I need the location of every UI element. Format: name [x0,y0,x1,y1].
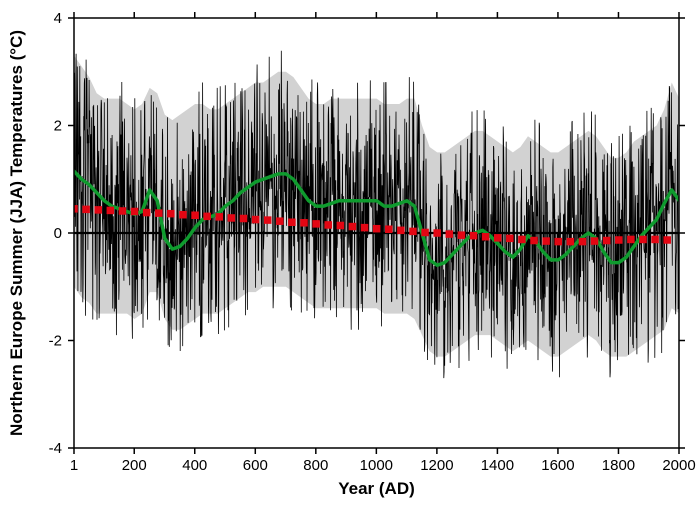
y-tick-label: 0 [54,225,62,242]
y-tick-label: 4 [54,10,62,27]
x-tick-label: 1800 [602,457,635,474]
y-tick-label: 2 [54,118,62,135]
y-axis-label: Northern Europe Summer (JJA) Temperature… [7,30,26,436]
x-tick-label: 1 [70,457,78,474]
x-tick-label: 1000 [360,457,393,474]
y-tick-label: -2 [49,333,62,350]
x-tick-label: 1200 [420,457,453,474]
x-axis-label: Year (AD) [338,479,415,498]
x-tick-label: 1600 [541,457,574,474]
x-tick-label: 800 [303,457,328,474]
x-tick-label: 1400 [481,457,514,474]
x-tick-label: 600 [243,457,268,474]
y-tick-label: -4 [49,440,62,457]
x-tick-label: 2000 [662,457,695,474]
x-tick-label: 200 [122,457,147,474]
temperature-chart: 1200400600800100012001400160018002000-4-… [0,0,697,508]
x-tick-label: 400 [182,457,207,474]
chart-container: 1200400600800100012001400160018002000-4-… [0,0,697,508]
